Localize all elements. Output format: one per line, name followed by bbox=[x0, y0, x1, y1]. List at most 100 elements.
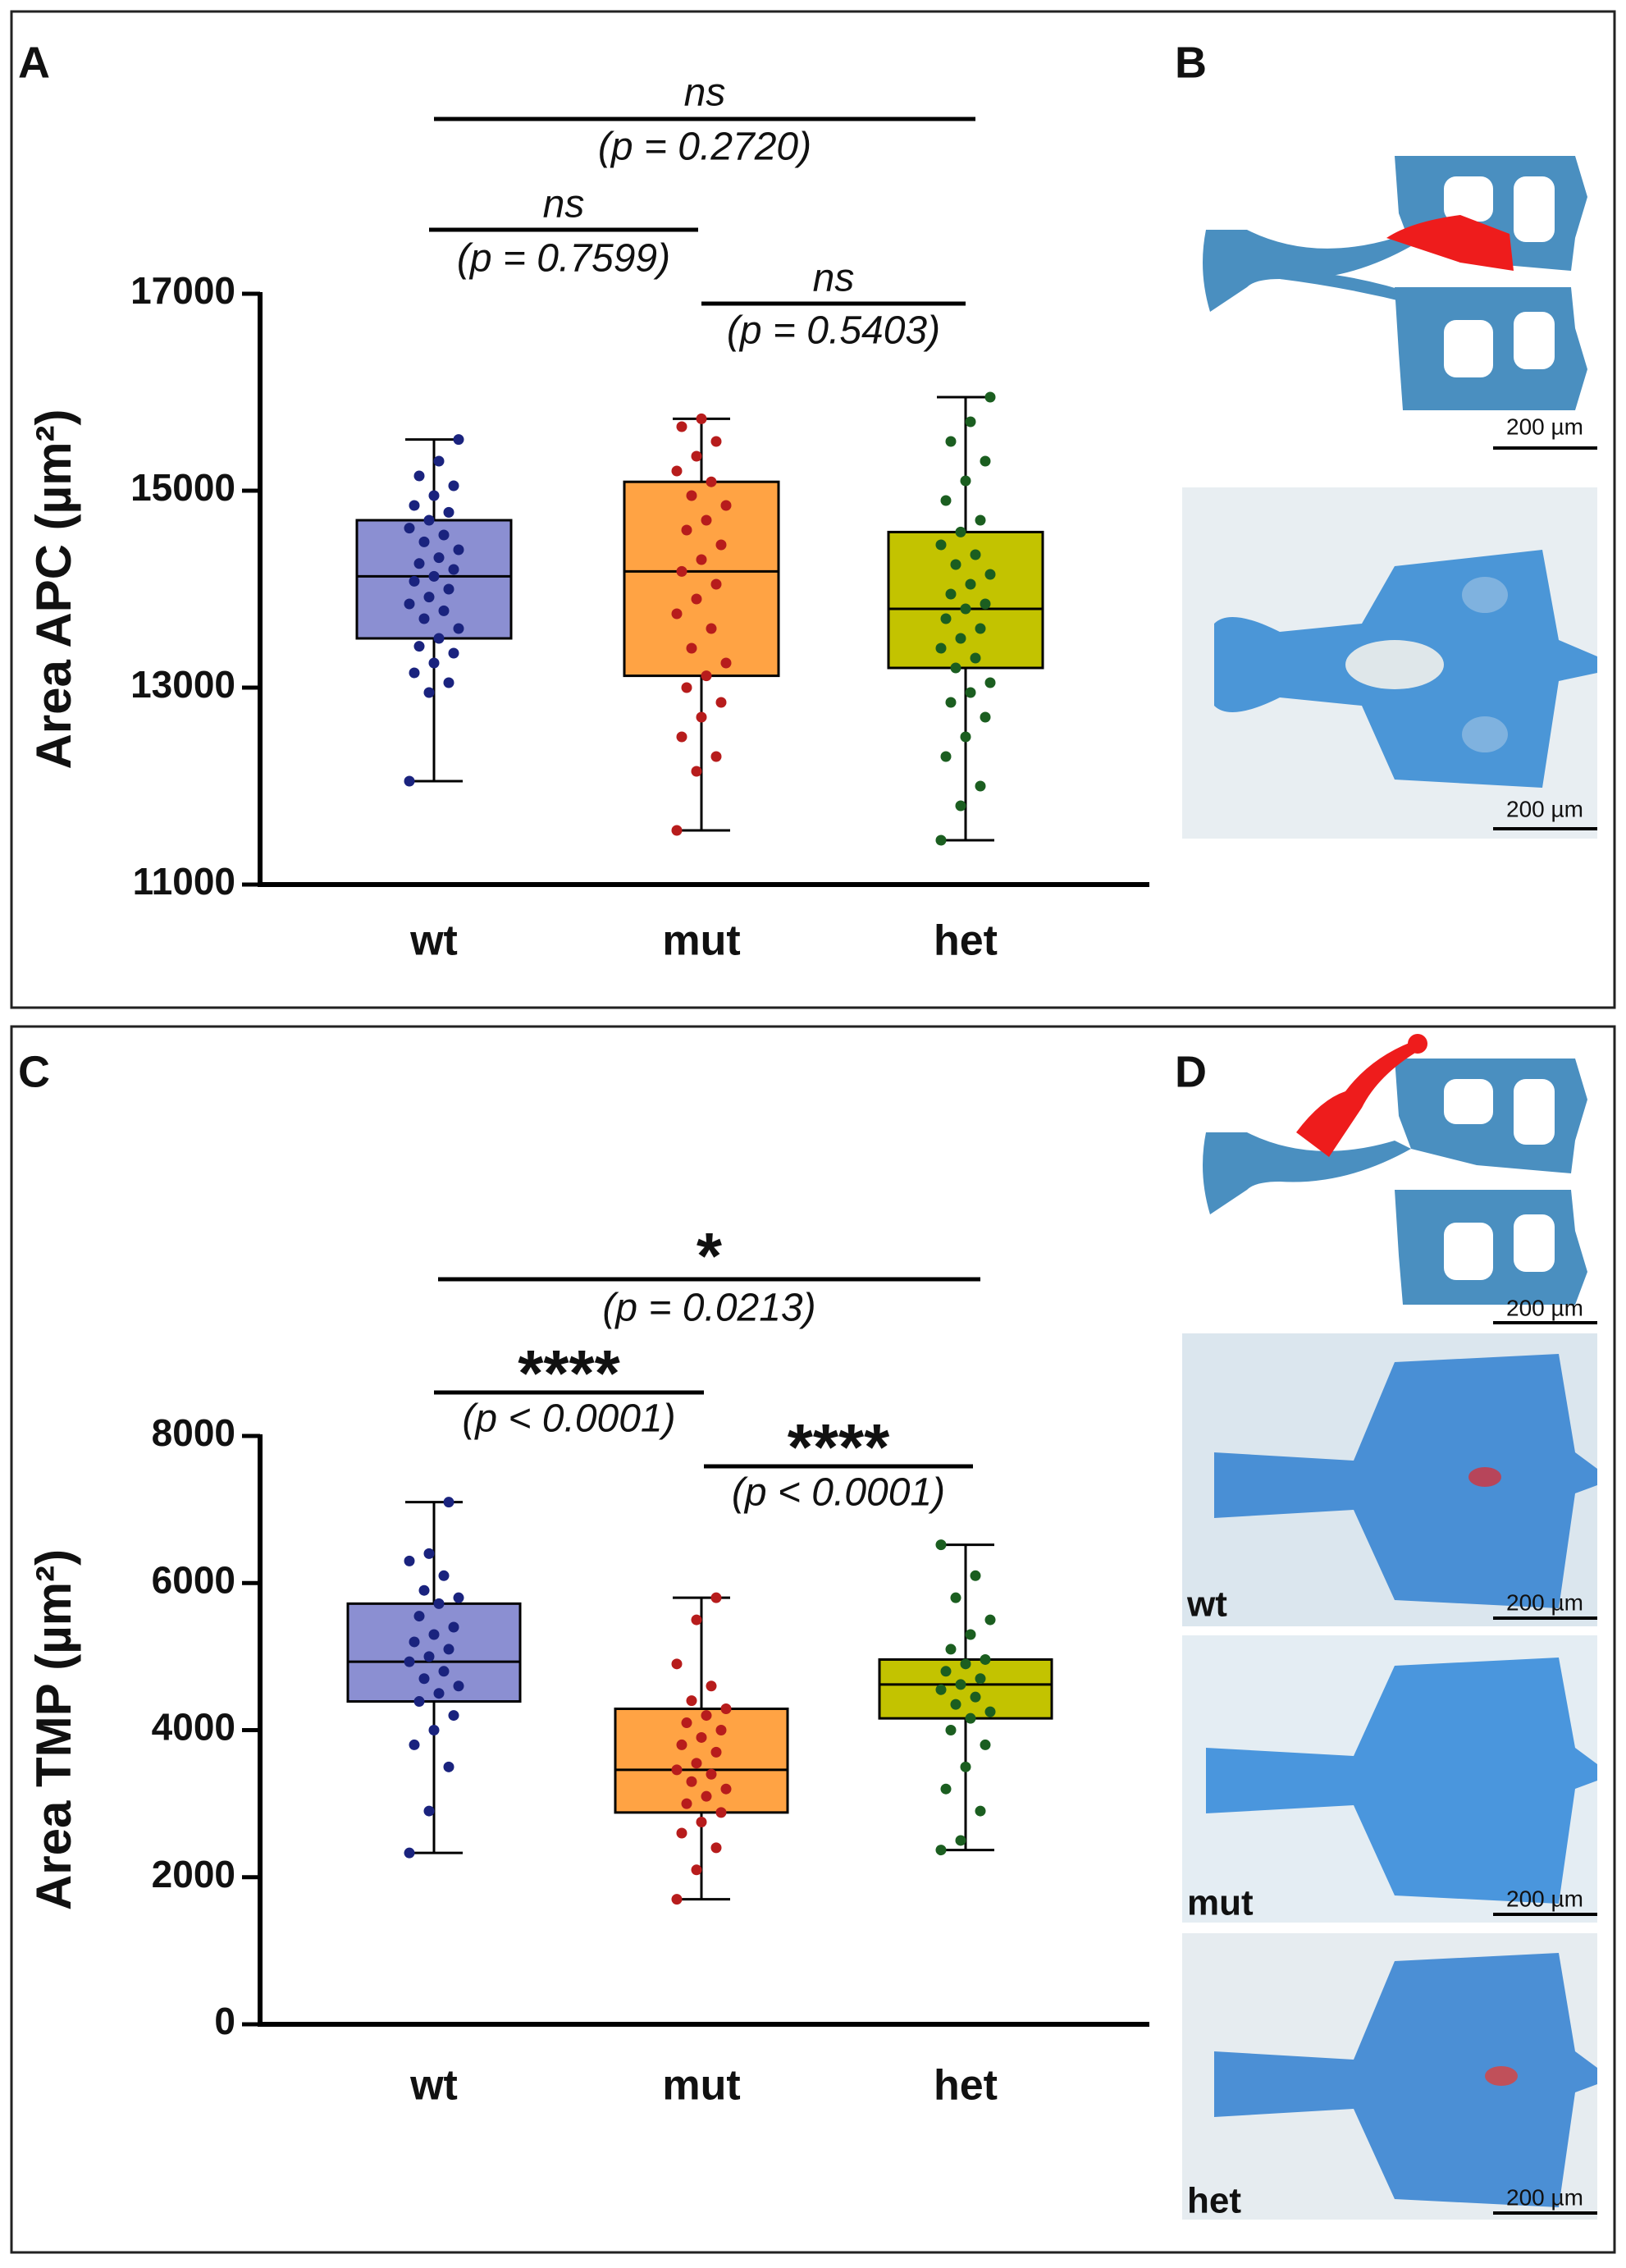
data-point bbox=[443, 506, 454, 518]
box bbox=[887, 530, 1044, 670]
data-point bbox=[428, 1629, 440, 1640]
data-point bbox=[686, 490, 697, 501]
data-point bbox=[671, 1658, 683, 1670]
x-tick-label: mut bbox=[662, 2062, 740, 2110]
data-point bbox=[975, 623, 986, 634]
data-point bbox=[438, 1570, 450, 1581]
data-point bbox=[955, 1679, 966, 1690]
schematic bbox=[1203, 156, 1587, 410]
p-value: (p = 0.0213) bbox=[602, 1287, 815, 1330]
data-point bbox=[404, 775, 415, 787]
data-point bbox=[453, 1592, 464, 1603]
data-point bbox=[418, 1584, 430, 1596]
data-point bbox=[681, 1717, 692, 1729]
p-value: (p < 0.0001) bbox=[732, 1471, 945, 1515]
data-point bbox=[418, 1673, 430, 1685]
schematic bbox=[1203, 1034, 1587, 1305]
panel-label: A bbox=[18, 38, 50, 87]
data-point bbox=[975, 780, 986, 792]
data-point bbox=[950, 1592, 961, 1603]
data-point bbox=[710, 1842, 722, 1854]
data-point bbox=[980, 711, 991, 723]
data-point bbox=[970, 1570, 981, 1581]
data-point bbox=[970, 1691, 981, 1703]
data-point bbox=[453, 623, 464, 634]
data-point bbox=[706, 476, 717, 487]
image-label: mut bbox=[1187, 1883, 1254, 1923]
data-point bbox=[960, 475, 971, 487]
data-point bbox=[706, 1768, 717, 1780]
data-point bbox=[720, 657, 732, 669]
y-tick-label: 17000 bbox=[130, 269, 235, 312]
data-point bbox=[950, 662, 961, 674]
data-point bbox=[691, 593, 702, 605]
data-point bbox=[984, 1706, 996, 1717]
data-point bbox=[980, 455, 991, 467]
data-point bbox=[935, 539, 947, 551]
data-point bbox=[950, 559, 961, 570]
data-point bbox=[671, 465, 683, 477]
data-point bbox=[945, 1725, 957, 1735]
x-tick-label: mut bbox=[662, 917, 740, 965]
data-point bbox=[955, 1835, 966, 1846]
data-point bbox=[671, 1764, 683, 1776]
data-point bbox=[935, 834, 947, 846]
data-point bbox=[960, 1761, 971, 1772]
data-point bbox=[984, 569, 996, 580]
data-point bbox=[955, 800, 966, 812]
data-point bbox=[955, 526, 966, 537]
data-point bbox=[423, 1805, 435, 1817]
data-point bbox=[975, 1673, 986, 1685]
data-point bbox=[443, 1644, 454, 1655]
scale-bar-label: 200 µm bbox=[1506, 796, 1583, 821]
scale-bar-label: 200 µm bbox=[1506, 1295, 1583, 1320]
data-point bbox=[418, 536, 430, 547]
significance-label: **** bbox=[518, 1337, 620, 1410]
data-point bbox=[691, 766, 702, 777]
y-tick-label: 6000 bbox=[152, 1558, 235, 1601]
data-point bbox=[706, 623, 717, 634]
data-point bbox=[428, 570, 440, 582]
data-point bbox=[453, 434, 464, 446]
data-point bbox=[970, 549, 981, 560]
panel-label: B bbox=[1175, 38, 1207, 87]
data-point bbox=[409, 500, 420, 511]
data-point bbox=[428, 657, 440, 669]
panel-label: D bbox=[1175, 1047, 1207, 1096]
data-point bbox=[409, 1636, 420, 1648]
data-point bbox=[691, 1758, 702, 1769]
data-point bbox=[691, 1864, 702, 1876]
data-point bbox=[710, 751, 722, 762]
scale-bar-label: 200 µm bbox=[1506, 1589, 1583, 1615]
data-point bbox=[423, 687, 435, 698]
data-point bbox=[970, 652, 981, 664]
data-point bbox=[671, 1894, 683, 1905]
data-point bbox=[686, 642, 697, 654]
data-point bbox=[413, 558, 425, 569]
scale-bar-label: 200 µm bbox=[1506, 2184, 1583, 2210]
data-point bbox=[448, 1621, 459, 1633]
photo bbox=[1182, 487, 1597, 839]
data-point bbox=[960, 731, 971, 743]
data-point bbox=[438, 605, 450, 616]
data-point bbox=[404, 598, 415, 610]
photo bbox=[1182, 1635, 1597, 1923]
data-point bbox=[980, 598, 991, 610]
data-point bbox=[404, 523, 415, 534]
data-point bbox=[965, 1629, 976, 1640]
data-point bbox=[984, 391, 996, 403]
data-point bbox=[453, 544, 464, 556]
data-point bbox=[701, 1790, 712, 1802]
panel-frame bbox=[10, 1025, 1616, 2254]
data-point bbox=[696, 1731, 707, 1743]
significance-label: ns bbox=[684, 71, 726, 115]
data-point bbox=[404, 1555, 415, 1566]
data-point bbox=[940, 495, 952, 506]
data-point bbox=[720, 1703, 732, 1715]
data-point bbox=[423, 1548, 435, 1559]
data-point bbox=[975, 514, 986, 526]
y-tick-label: 4000 bbox=[152, 1706, 235, 1749]
significance-label: ns bbox=[543, 183, 585, 226]
image-label: wt bbox=[1186, 1584, 1227, 1625]
